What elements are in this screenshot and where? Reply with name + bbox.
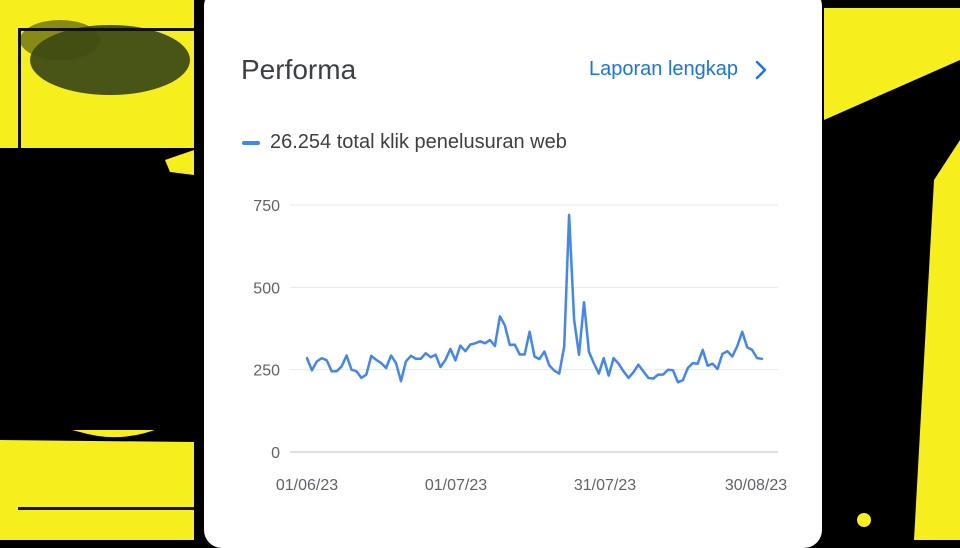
x-tick-label: 01/07/23 [425, 477, 487, 494]
y-tick-label: 0 [271, 445, 280, 462]
y-tick-label: 750 [253, 198, 280, 215]
chart-legend: 26.254 total klik penelusuran web [242, 131, 567, 154]
y-tick-label: 500 [253, 280, 280, 297]
x-tick-label: 31/07/23 [574, 477, 636, 494]
series-line [305, 213, 764, 384]
background-right-panel [824, 0, 960, 540]
chevron-right-icon [755, 60, 767, 79]
card-title: Performa [241, 54, 357, 85]
performance-card: Performa Laporan lengkap 26.254 total kl… [204, 0, 822, 548]
full-report-label: Laporan lengkap [589, 58, 739, 80]
legend-label: 26.254 total klik penelusuran web [270, 131, 567, 153]
legend-swatch [242, 140, 260, 145]
y-tick-label: 250 [253, 363, 280, 380]
background-left-art [0, 0, 194, 540]
full-report-link[interactable]: Laporan lengkap [589, 58, 772, 81]
x-tick-label: 01/06/23 [276, 477, 338, 494]
background-right-art [824, 0, 960, 540]
x-tick-label: 30/08/23 [725, 477, 787, 494]
background-left-panel [0, 0, 194, 540]
